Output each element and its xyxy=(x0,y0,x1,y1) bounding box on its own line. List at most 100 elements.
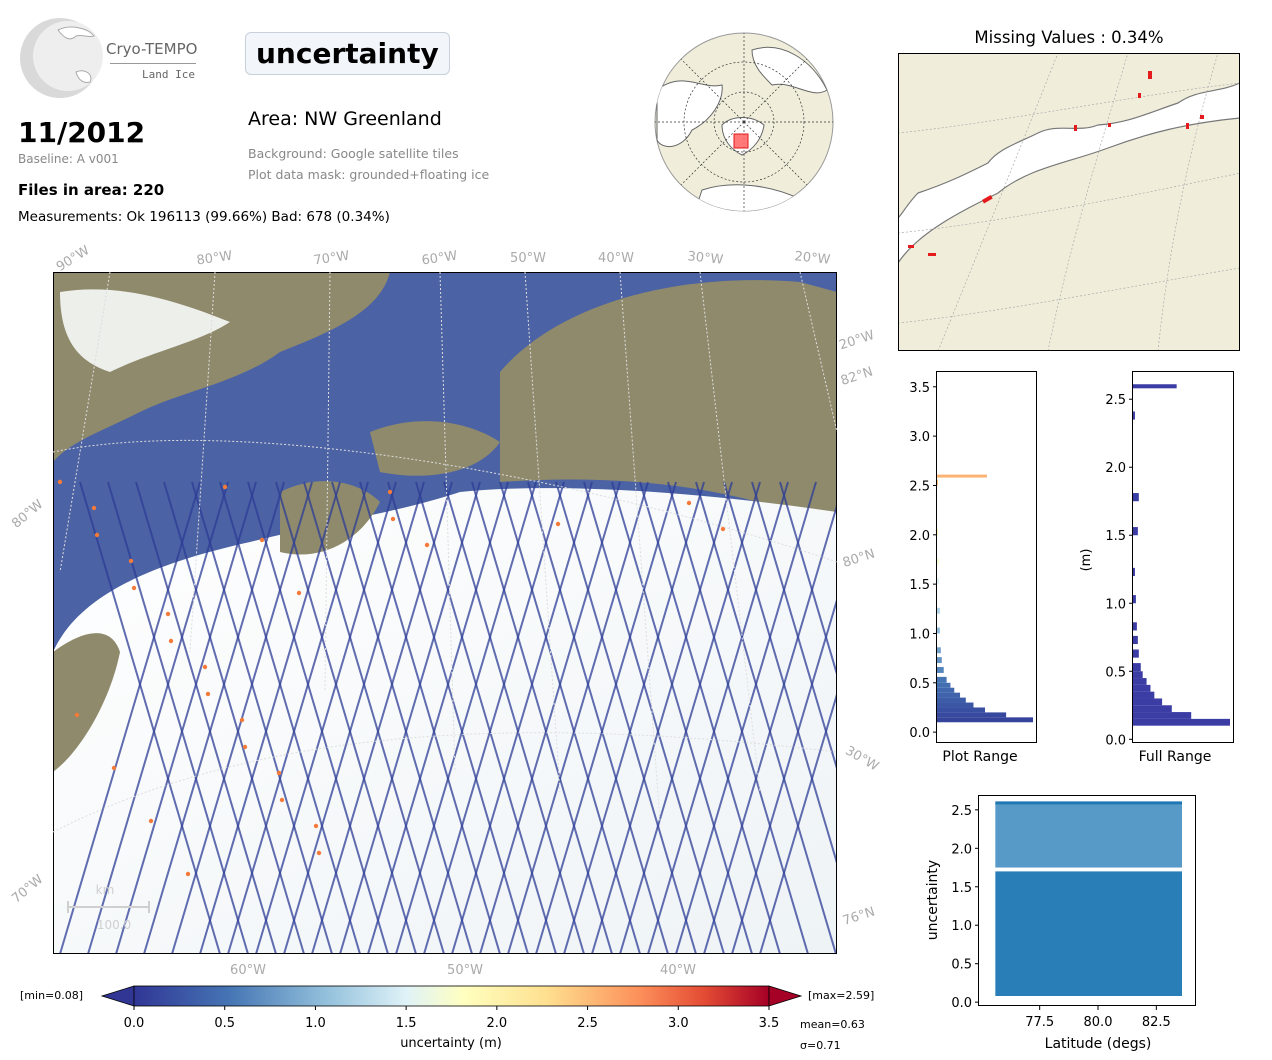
hist-ytick-label: 2.0 xyxy=(909,529,930,544)
high-uncertainty-point xyxy=(185,871,191,877)
track-line xyxy=(667,481,809,954)
high-uncertainty-point xyxy=(202,664,208,670)
high-uncertainty-point xyxy=(131,585,137,591)
ice-sheet xyxy=(53,488,837,954)
background-note: Background: Google satellite tiles xyxy=(248,146,459,161)
colorbar-gradient xyxy=(133,985,770,1007)
hist-bar xyxy=(1133,635,1138,645)
hist-bar xyxy=(937,712,1007,718)
hist-bar xyxy=(1133,684,1151,692)
high-uncertainty-point xyxy=(239,717,245,723)
area-label: Area: NW Greenland xyxy=(248,108,442,130)
track-line xyxy=(79,481,221,954)
plot-range-frame xyxy=(936,371,1037,743)
hist-bar xyxy=(937,682,951,688)
high-uncertainty-point xyxy=(313,823,319,829)
lon-label-bottom: 40°W xyxy=(660,963,696,978)
track-line xyxy=(415,481,557,954)
hist-bar xyxy=(937,647,941,654)
scatter-sparse-region xyxy=(995,802,1182,868)
map-frame xyxy=(53,272,837,954)
scatter-ytick-label: 1.0 xyxy=(951,919,972,934)
high-uncertainty-point xyxy=(57,479,63,485)
hist-bar xyxy=(937,558,939,565)
track-line xyxy=(535,481,677,954)
high-uncertainty-point xyxy=(91,505,97,511)
logo-divider xyxy=(110,63,196,64)
lon-label-top: 90°W xyxy=(54,243,93,275)
colorbar-tick-label: 2.5 xyxy=(577,1016,598,1031)
track-line xyxy=(87,481,229,954)
high-uncertainty-point xyxy=(111,765,117,771)
track-line xyxy=(731,596,837,954)
missing-values-map xyxy=(898,53,1240,351)
track-line xyxy=(59,481,201,954)
track-line xyxy=(247,481,389,954)
mask-note: Plot data mask: grounded+floating ice xyxy=(248,167,490,182)
high-uncertainty-point xyxy=(148,818,154,824)
track-line xyxy=(227,481,369,954)
lon-label-bottom: 60°W xyxy=(230,963,266,978)
hist-ytick-label: 3.0 xyxy=(909,430,930,445)
track-line xyxy=(555,481,697,954)
track-line xyxy=(135,481,277,954)
track-line xyxy=(703,502,837,954)
cryo-tempo-logo xyxy=(20,18,103,98)
hist-bar xyxy=(937,607,940,614)
hist-bar xyxy=(937,687,955,693)
full-range-frame xyxy=(1132,371,1234,743)
high-uncertainty-point xyxy=(259,537,265,543)
grid-label-right: 76°N xyxy=(841,904,877,928)
high-uncertainty-point xyxy=(168,638,174,644)
high-uncertainty-point xyxy=(94,532,100,538)
lon-label-top: 20°W xyxy=(794,249,831,268)
mean-label: mean=0.63 xyxy=(800,1018,865,1031)
high-uncertainty-point xyxy=(222,484,228,490)
colorbar-tick-label: 3.5 xyxy=(759,1016,780,1031)
track-line xyxy=(759,690,837,954)
track-line xyxy=(619,481,761,954)
track-line xyxy=(499,481,641,954)
track-line xyxy=(647,481,789,954)
hist-ytick-label: 0.0 xyxy=(1105,733,1126,748)
hist-ytick-label: 1.0 xyxy=(909,627,930,642)
hist-bar xyxy=(937,667,944,673)
colorbar-tick-label: 1.0 xyxy=(305,1016,326,1031)
grid-label-right: 80°N xyxy=(841,546,877,570)
high-uncertainty-point xyxy=(424,542,430,548)
stats-panels: 0.0 0.5 1.0 1.5 2.0 2.5 3.0 3.5 Plot Range 0.0 0… xyxy=(909,371,1234,1052)
satellite-tracks xyxy=(57,479,837,954)
colorbar-tick-label: 0.0 xyxy=(124,1016,145,1031)
grid-label-right: 30°W xyxy=(842,743,881,774)
hist-bar xyxy=(937,479,938,486)
colorbar-max-arrow xyxy=(768,985,803,1007)
track-line xyxy=(695,481,837,954)
hist-bar xyxy=(937,702,974,708)
sigma-label: σ=0.71 xyxy=(800,1039,841,1052)
track-line xyxy=(331,481,473,954)
high-uncertainty-point xyxy=(276,770,282,776)
hist-bar xyxy=(1133,527,1138,536)
high-uncertainty-point xyxy=(165,611,171,617)
hist-bar xyxy=(1133,567,1135,577)
track-line xyxy=(423,481,565,954)
track-line xyxy=(367,481,509,954)
high-uncertainty-point xyxy=(279,797,285,803)
hist-bar xyxy=(1133,678,1147,685)
high-uncertainty-point xyxy=(390,516,396,522)
hist-ytick-label: 0.5 xyxy=(909,677,930,692)
track-line xyxy=(303,481,445,954)
track-line xyxy=(199,481,341,954)
hist-bar xyxy=(1133,622,1137,631)
track-line xyxy=(143,481,285,954)
colorbar: 0.0 0.5 1.0 1.5 2.0 2.5 3.0 3.5 [min=0.08] [max… xyxy=(20,985,874,1052)
hist-ytick-label: 2.5 xyxy=(1105,393,1126,408)
high-uncertainty-point xyxy=(242,744,248,750)
hist-bar xyxy=(1133,649,1139,658)
lon-label-top: 80°W xyxy=(196,249,234,269)
track-line xyxy=(359,481,501,954)
track-line xyxy=(639,481,781,954)
track-line xyxy=(219,481,361,954)
hist-bar xyxy=(937,627,940,634)
scatter-ylabel: uncertainty xyxy=(925,860,941,940)
